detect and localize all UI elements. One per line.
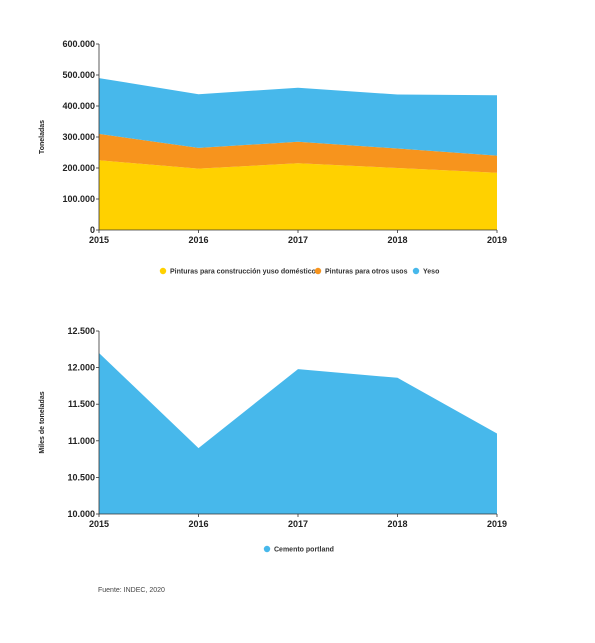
- x-tick-label: 2016: [188, 235, 208, 245]
- x-tick-label: 2019: [487, 235, 507, 245]
- y-tick-label: 200.000: [62, 163, 95, 173]
- source-note: Fuente: INDEC, 2020: [98, 587, 165, 594]
- legend-swatch: [314, 267, 322, 275]
- y-tick-label: 10.500: [67, 472, 95, 482]
- x-tick-label: 2016: [188, 519, 208, 529]
- x-tick-label: 2018: [387, 235, 407, 245]
- y-tick-label: 10.000: [67, 509, 95, 519]
- y-tick-label: 100.000: [62, 194, 95, 204]
- area-series-1-3: [99, 78, 497, 156]
- x-tick-label: 2019: [487, 519, 507, 529]
- x-tick-label: 2015: [89, 235, 109, 245]
- area-series-1-1: [99, 160, 497, 230]
- y-tick-label: 300.000: [62, 132, 95, 142]
- legend-label: Cemento portland: [274, 547, 334, 554]
- y-tick-label: 500.000: [62, 70, 95, 80]
- x-tick-label: 2017: [288, 519, 308, 529]
- x-tick-label: 2017: [288, 235, 308, 245]
- y-tick-label: 0: [90, 225, 95, 235]
- legend-swatch: [159, 267, 167, 275]
- area-series-1-2: [99, 133, 497, 173]
- x-tick-label: 2015: [89, 519, 109, 529]
- legend-swatch: [412, 267, 420, 275]
- y-tick-label: 400.000: [62, 101, 95, 111]
- y-axis-label: Toneladas: [39, 120, 46, 154]
- y-axis-label: Miles de toneladas: [39, 391, 46, 453]
- y-tick-label: 12.500: [67, 326, 95, 336]
- y-tick-label: 12.000: [67, 363, 95, 373]
- legend-label: Yeso: [423, 269, 439, 276]
- legend-label: Pinturas para otros usos: [325, 269, 408, 276]
- y-tick-label: 11.500: [68, 399, 95, 409]
- legend-swatch: [263, 545, 271, 553]
- legend-label: Pinturas para construcción yuso doméstic…: [170, 269, 316, 276]
- y-tick-label: 600.000: [62, 39, 95, 49]
- area-series-2-1: [99, 353, 497, 514]
- x-tick-label: 2018: [387, 519, 407, 529]
- y-tick-label: 11.000: [68, 436, 95, 446]
